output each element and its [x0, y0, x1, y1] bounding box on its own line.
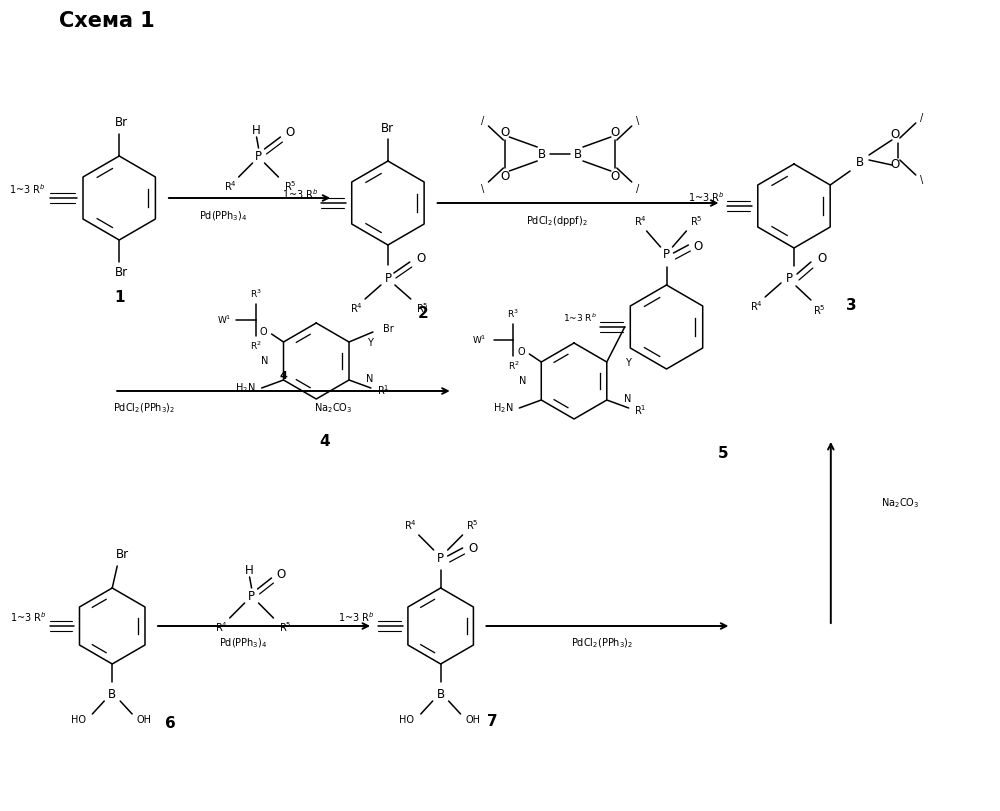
Text: Pd(PPh$_3$)$_4$: Pd(PPh$_3$)$_4$	[199, 209, 248, 223]
Text: B: B	[856, 157, 864, 169]
Text: O: O	[277, 568, 286, 581]
Text: O: O	[817, 252, 826, 265]
Text: Br: Br	[116, 548, 129, 561]
Text: Pd(PPh$_3$)$_4$: Pd(PPh$_3$)$_4$	[219, 636, 268, 650]
Text: R$^3$: R$^3$	[250, 288, 262, 300]
Text: O: O	[501, 169, 510, 182]
Text: P: P	[384, 272, 391, 285]
Text: Na$_2$CO$_3$: Na$_2$CO$_3$	[881, 496, 920, 510]
Text: PdCl$_2$(PPh$_3$)$_2$: PdCl$_2$(PPh$_3$)$_2$	[113, 401, 175, 414]
Text: PdCl$_2$(PPh$_3$)$_2$: PdCl$_2$(PPh$_3$)$_2$	[571, 636, 633, 650]
Text: W$^1$: W$^1$	[472, 334, 487, 346]
Text: R$^4$: R$^4$	[750, 299, 763, 313]
Text: R$^5$: R$^5$	[279, 620, 292, 634]
Text: 1~3 R$^b$: 1~3 R$^b$	[10, 610, 47, 624]
Text: B: B	[437, 688, 445, 701]
Text: N: N	[519, 376, 526, 386]
Text: R$^4$: R$^4$	[404, 518, 417, 532]
Text: N: N	[261, 356, 268, 366]
Text: H$_2$N: H$_2$N	[235, 381, 256, 395]
Text: R$^1$: R$^1$	[377, 383, 389, 397]
Text: 1~3 R$^b$: 1~3 R$^b$	[282, 187, 318, 201]
Text: 5: 5	[718, 445, 729, 461]
Text: 4: 4	[319, 434, 330, 448]
Text: R$^5$: R$^5$	[284, 179, 297, 193]
Text: B: B	[574, 148, 582, 161]
Text: PdCl$_2$(dppf)$_2$: PdCl$_2$(dppf)$_2$	[526, 214, 588, 228]
Text: R$^2$: R$^2$	[508, 360, 519, 372]
Text: P: P	[248, 590, 255, 603]
Text: Y: Y	[625, 358, 631, 368]
Text: R$^2$: R$^2$	[250, 340, 262, 352]
Text: 2: 2	[417, 306, 428, 320]
Text: Br: Br	[115, 117, 128, 130]
Text: /: /	[920, 113, 923, 123]
Text: O: O	[501, 126, 510, 139]
Text: B: B	[108, 688, 116, 701]
Text: O: O	[890, 128, 899, 141]
Text: R$^1$: R$^1$	[634, 403, 647, 417]
Text: OH: OH	[465, 715, 480, 725]
Text: R$^4$: R$^4$	[634, 214, 647, 228]
Text: 1~3 R$^b$: 1~3 R$^b$	[338, 610, 375, 624]
Text: R$^5$: R$^5$	[813, 303, 825, 317]
Text: Схема 1: Схема 1	[59, 11, 155, 31]
Text: R$^5$: R$^5$	[416, 301, 429, 315]
Text: R$^4$: R$^4$	[215, 620, 228, 634]
Text: 3: 3	[846, 298, 857, 314]
Text: Y: Y	[367, 338, 373, 348]
Text: R$^4$: R$^4$	[350, 301, 362, 315]
Text: H$_2$N: H$_2$N	[493, 401, 514, 415]
Text: N: N	[366, 374, 374, 384]
Text: 6: 6	[165, 716, 175, 732]
Text: \: \	[636, 116, 639, 126]
Text: P: P	[786, 272, 793, 285]
Text: O: O	[286, 126, 295, 139]
Text: OH: OH	[137, 715, 152, 725]
Text: \: \	[481, 184, 484, 194]
Text: 7: 7	[487, 714, 498, 730]
Text: Na$_2$CO$_3$: Na$_2$CO$_3$	[314, 401, 352, 415]
Text: Br: Br	[383, 324, 394, 334]
Text: 1: 1	[114, 290, 124, 306]
Text: W$^1$: W$^1$	[217, 314, 231, 326]
Text: H: H	[252, 123, 261, 136]
Text: HO: HO	[399, 715, 414, 725]
Text: O: O	[890, 158, 899, 171]
Text: B: B	[538, 148, 546, 161]
Text: /: /	[481, 116, 484, 126]
Text: O: O	[416, 252, 425, 265]
Text: 1~3 R$^b$: 1~3 R$^b$	[688, 190, 724, 204]
Text: R$^3$: R$^3$	[507, 308, 519, 320]
Text: \: \	[920, 175, 923, 185]
Text: P: P	[437, 551, 444, 564]
Text: R$^5$: R$^5$	[466, 518, 479, 532]
Text: Br: Br	[381, 122, 394, 135]
Text: P: P	[255, 149, 262, 162]
Text: 4: 4	[279, 371, 287, 381]
Text: H: H	[245, 564, 254, 577]
Text: Br: Br	[115, 267, 128, 280]
Text: O: O	[468, 542, 477, 555]
Text: P: P	[663, 248, 670, 261]
Text: HO: HO	[71, 715, 86, 725]
Text: 1~3 R$^b$: 1~3 R$^b$	[563, 311, 597, 324]
Text: O: O	[260, 327, 267, 337]
Text: R$^5$: R$^5$	[690, 214, 703, 228]
Text: O: O	[694, 241, 703, 254]
Text: N: N	[624, 394, 631, 404]
Text: /: /	[636, 184, 639, 194]
Text: O: O	[610, 169, 619, 182]
Text: O: O	[518, 347, 525, 357]
Text: O: O	[610, 126, 619, 139]
Text: 1~3 R$^b$: 1~3 R$^b$	[9, 182, 46, 196]
Text: R$^4$: R$^4$	[224, 179, 237, 193]
